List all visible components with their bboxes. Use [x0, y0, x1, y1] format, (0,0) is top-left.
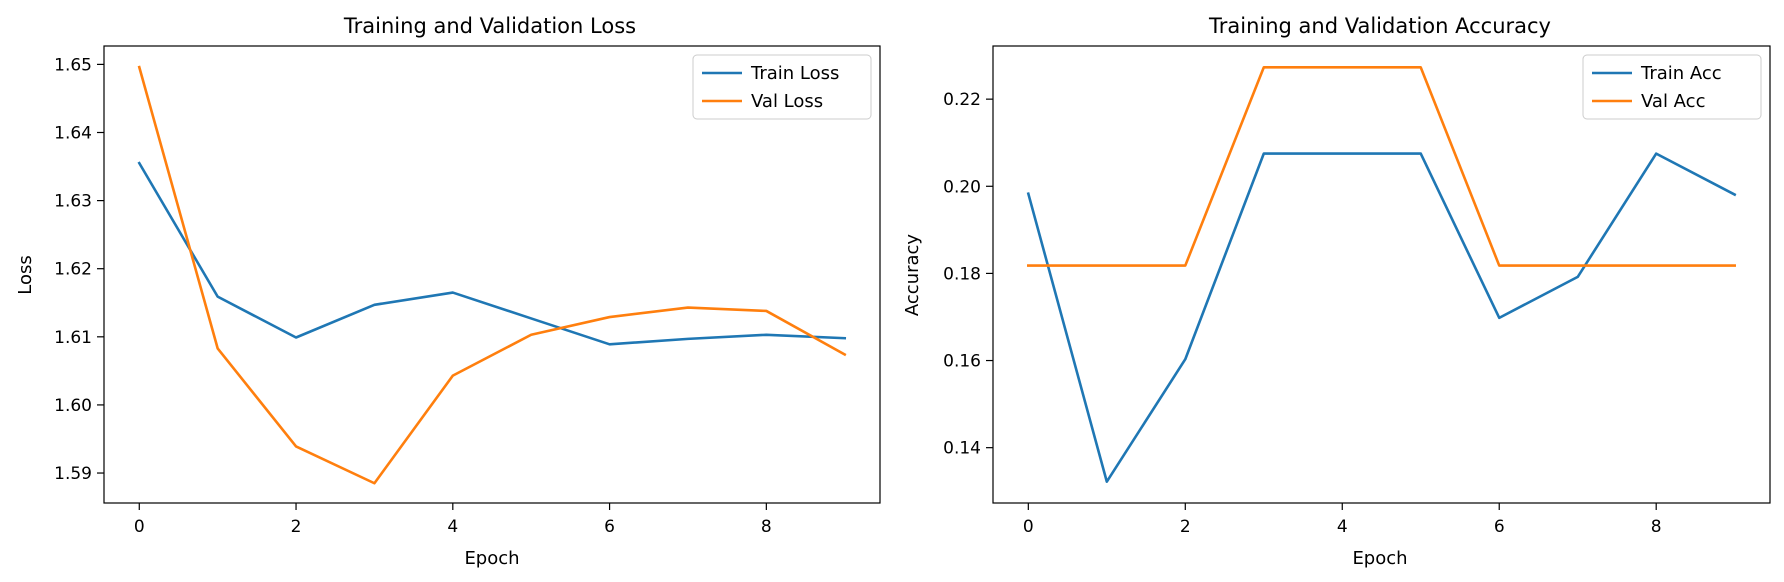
accuracy-x-tick-label: 6: [1494, 517, 1505, 537]
loss-y-tick-label: 1.62: [54, 260, 92, 280]
loss-y-tick-label: 1.59: [54, 464, 92, 484]
loss-series-val-loss: [137, 65, 847, 485]
accuracy-x-ticks: 0 2 4 6 8: [1023, 503, 1662, 537]
accuracy-chart-title: Training and Validation Accuracy: [1208, 14, 1551, 38]
accuracy-x-tick-label: 2: [1180, 517, 1191, 537]
accuracy-y-tick-label: 0.18: [943, 264, 981, 284]
accuracy-x-tick-label: 4: [1337, 517, 1348, 537]
accuracy-y-axis-label: Accuracy: [902, 234, 923, 317]
loss-legend-label-train-loss: Train Loss: [750, 63, 839, 84]
loss-x-axis-label: Epoch: [464, 548, 519, 569]
loss-series-layer: [137, 65, 847, 485]
loss-x-tick-label: 8: [761, 517, 772, 537]
accuracy-y-ticks: 0.14 0.16 0.18 0.20 0.22: [943, 90, 993, 459]
loss-y-axis-label: Loss: [15, 255, 36, 294]
accuracy-x-tick-label: 0: [1023, 517, 1034, 537]
loss-legend: Train Loss Val Loss: [692, 54, 872, 120]
loss-x-tick-label: 0: [134, 517, 145, 537]
loss-legend-box: [692, 54, 872, 120]
loss-y-tick-label: 1.61: [54, 328, 92, 348]
accuracy-legend: Train Acc Val Acc: [1582, 54, 1762, 120]
loss-chart-title: Training and Validation Loss: [343, 14, 636, 38]
loss-x-tick-label: 6: [604, 517, 615, 537]
accuracy-x-tick-label: 8: [1651, 517, 1662, 537]
loss-x-tick-label: 4: [447, 517, 458, 537]
loss-plot-frame: [103, 45, 881, 504]
accuracy-y-tick-label: 0.20: [943, 177, 981, 197]
loss-legend-label-val-loss: Val Loss: [751, 91, 823, 112]
loss-y-tick-label: 1.60: [54, 396, 92, 416]
accuracy-legend-label-val-acc: Val Acc: [1641, 91, 1705, 112]
loss-y-tick-label: 1.64: [54, 123, 92, 143]
loss-y-tick-label: 1.63: [54, 192, 92, 212]
accuracy-y-tick-label: 0.14: [943, 439, 981, 459]
loss-y-tick-label: 1.65: [54, 55, 92, 75]
accuracy-legend-label-train-acc: Train Acc: [1640, 63, 1722, 84]
accuracy-series-layer: [1026, 66, 1737, 483]
accuracy-legend-box: [1582, 54, 1762, 120]
loss-series-train-loss: [137, 161, 847, 346]
accuracy-y-tick-label: 0.22: [943, 90, 981, 110]
accuracy-series-train-acc: [1026, 152, 1737, 483]
loss-x-ticks: 0 2 4 6 8: [134, 503, 772, 537]
accuracy-chart: Training and Validation Accuracy 0 2 4 6 8 0…: [902, 14, 1771, 569]
accuracy-x-axis-label: Epoch: [1352, 548, 1407, 569]
accuracy-series-val-acc: [1027, 66, 1736, 267]
accuracy-y-tick-label: 0.16: [943, 352, 981, 372]
loss-x-tick-label: 2: [291, 517, 302, 537]
accuracy-plot-frame: [992, 45, 1771, 504]
loss-y-ticks: 1.59 1.60 1.61 1.62 1.63 1.64 1.65: [54, 55, 104, 484]
